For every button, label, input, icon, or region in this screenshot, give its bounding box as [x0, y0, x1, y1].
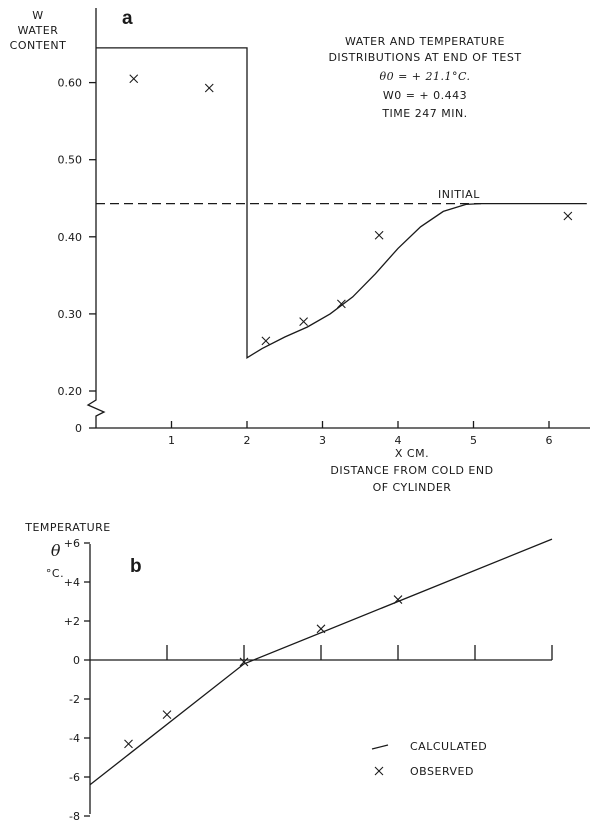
chart-a-x-ticks: 1 2 3 4 5 6: [168, 421, 553, 447]
chart-a-observed-markers: [129, 74, 573, 346]
chart-b-y-tick-label: -6: [69, 771, 80, 784]
chart-b-observed-markers: [124, 595, 403, 749]
chart-a-xlabel-line-2: DISTANCE FROM COLD END: [330, 464, 493, 477]
chart-b-ylabel-line-1: TEMPERATURE: [24, 521, 110, 534]
legend-observed-label: OBSERVED: [410, 765, 474, 778]
chart-b-y-tick-label: +4: [64, 576, 80, 589]
chart-a-y-tick-label: 0.20: [58, 385, 83, 398]
chart-a-x-tick-label: 6: [546, 434, 553, 447]
chart-a-info-theta0: θ0 = + 21.1°C.: [379, 70, 470, 83]
chart-b-observed-point: [162, 710, 172, 719]
chart-b-observed-point: [393, 595, 403, 604]
legend-observed-swatch: [374, 766, 384, 776]
chart-b: b TEMPERATURE θ °C. +6 +4 +2 0 -2 -4 -6 -8 CALC…: [24, 521, 553, 823]
chart-b-y-tick-label: +2: [64, 615, 80, 628]
chart-a-x-tick-label: 3: [319, 434, 326, 447]
chart-a-title-line-2: DISTRIBUTIONS AT END OF TEST: [328, 51, 521, 64]
chart-a-observed-point: [563, 211, 573, 221]
panel-label-a: a: [122, 8, 133, 29]
chart-a-observed-point: [204, 83, 214, 93]
chart-a-info-w0: W0 = + 0.443: [383, 89, 467, 102]
chart-a-xlabel-line-3: OF CYLINDER: [373, 481, 452, 494]
chart-b-y-tick-label: -2: [69, 693, 80, 706]
chart-a-observed-point: [374, 230, 384, 240]
legend-calculated-label: CALCULATED: [410, 740, 487, 753]
chart-b-y-tick-label: +6: [64, 537, 80, 550]
chart-a-x-tick-label: 4: [395, 434, 402, 447]
chart-b-observed-point: [239, 657, 249, 667]
chart-a-y-axis: [86, 8, 106, 428]
chart-a-initial-label: INITIAL: [438, 188, 480, 201]
chart-b-ylabel-line-2: θ: [51, 541, 61, 560]
chart-a-ylabel-line-1: W: [32, 9, 43, 22]
chart-a-title-line-1: WATER AND TEMPERATURE: [345, 35, 505, 48]
chart-b-y-ticks: +6 +4 +2 0 -2 -4 -6 -8: [64, 537, 90, 823]
chart-b-legend: CALCULATED OBSERVED: [371, 740, 487, 778]
chart-a-y-ticks: 0.60 0.50 0.40 0.30 0.20: [58, 77, 96, 398]
chart-a-y-tick-label: 0.50: [58, 154, 83, 167]
panel-label-b: b: [130, 556, 142, 577]
chart-a-x-tick-label: 5: [470, 434, 477, 447]
chart-a-observed-point: [299, 317, 309, 326]
chart-a-info-time: TIME 247 MIN.: [381, 107, 467, 120]
chart-a-x-tick-label: 1: [168, 434, 175, 447]
chart-a-y-tick-label: 0.40: [58, 231, 83, 244]
chart-b-y-tick-label: 0: [73, 654, 80, 667]
chart-a-ylabel-line-2: WATER: [18, 24, 59, 37]
chart-a-y-break-label: 0: [75, 422, 82, 435]
chart-a-observed-point: [129, 74, 139, 84]
chart-b-observed-point: [124, 739, 133, 749]
chart-a: a WATER AND TEMPERATURE DISTRIBUTIONS AT…: [10, 8, 590, 494]
legend-calculated-swatch: [371, 744, 389, 750]
chart-a-ylabel-line-3: CONTENT: [10, 39, 67, 52]
chart-a-y-tick-label: 0.30: [58, 308, 83, 321]
chart-a-observed-point: [336, 299, 346, 309]
chart-a-xlabel-line-1: X CM.: [395, 447, 429, 460]
chart-a-y-tick-label: 0.60: [58, 77, 83, 90]
chart-b-x-ticks: [166, 645, 553, 660]
chart-a-x-tick-label: 2: [244, 434, 251, 447]
chart-a-series-curve: [96, 47, 587, 359]
chart-b-y-tick-label: -4: [69, 732, 80, 745]
chart-b-ylabel-line-3: °C.: [46, 567, 64, 580]
chart-b-calculated-line: [89, 538, 553, 786]
chart-a-observed-point: [261, 336, 271, 346]
chart-b-observed-point: [316, 624, 326, 634]
chart-b-y-tick-label: -8: [69, 810, 80, 823]
